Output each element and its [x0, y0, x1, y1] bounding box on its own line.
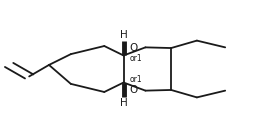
- Text: O: O: [130, 85, 138, 95]
- Text: or1: or1: [130, 54, 143, 63]
- Text: H: H: [120, 30, 127, 40]
- Text: O: O: [130, 43, 138, 53]
- Text: or1: or1: [130, 75, 143, 84]
- Text: H: H: [120, 98, 127, 108]
